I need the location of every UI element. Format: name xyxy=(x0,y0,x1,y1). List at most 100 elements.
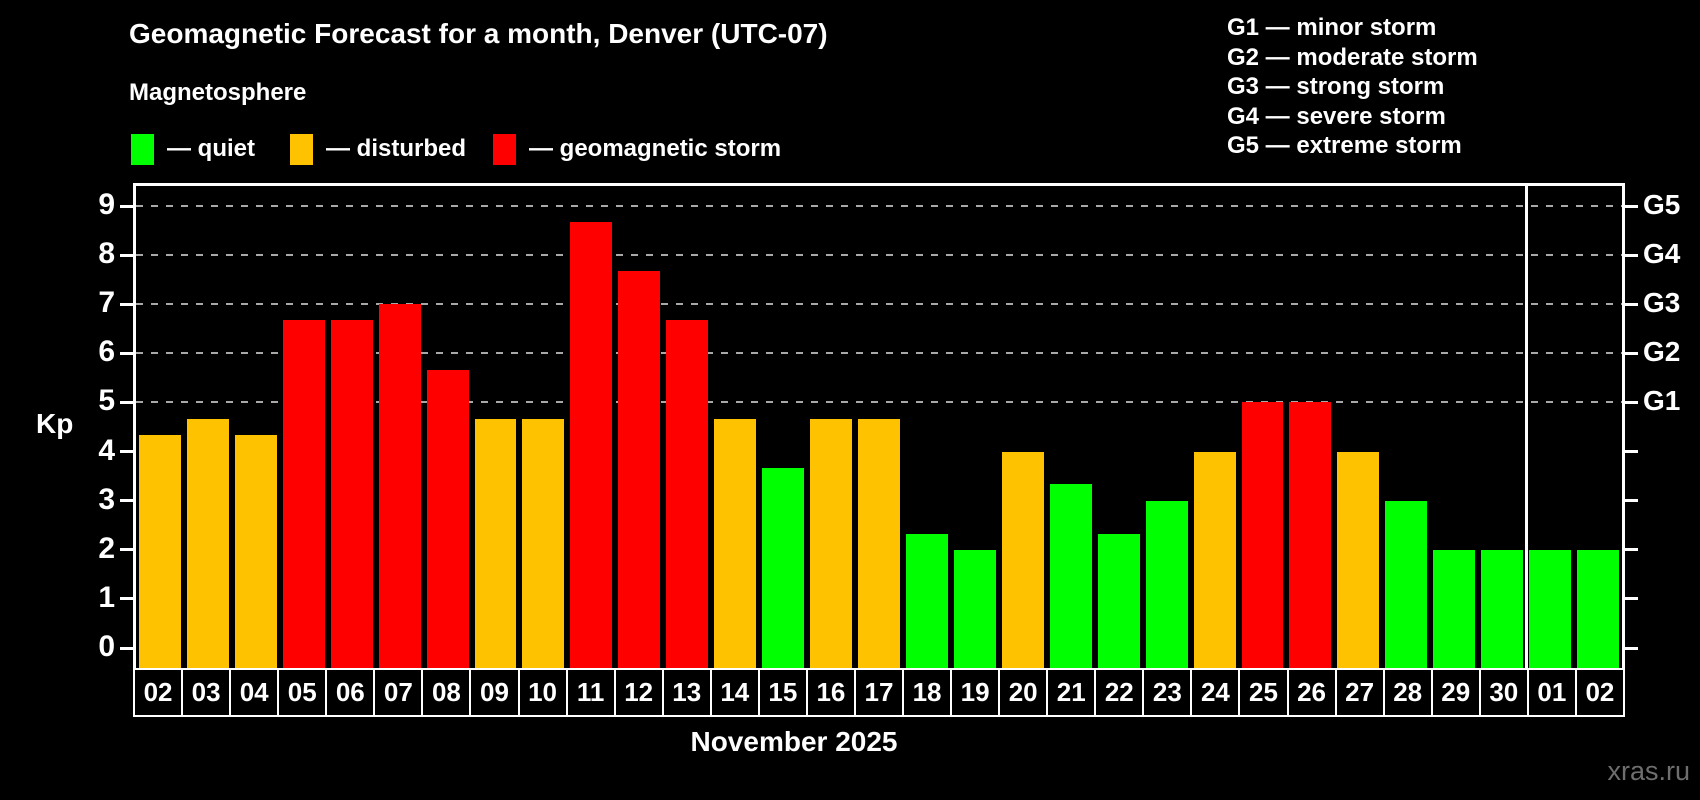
day-cell-04: 04 xyxy=(231,670,280,715)
y-tick-right-4 xyxy=(1625,450,1638,454)
y-label-6: 6 xyxy=(98,335,115,369)
bar-day-10 xyxy=(522,418,565,668)
bar-day-24 xyxy=(1193,451,1236,668)
bar-day-17 xyxy=(858,418,900,668)
storm-scale-legend: G1 — minor storm G2 — moderate storm G3 … xyxy=(1227,13,1478,161)
g-label-G3: G3 xyxy=(1643,287,1681,319)
y-tick-3 xyxy=(120,499,133,503)
day-cell-07: 07 xyxy=(375,670,424,715)
day-cell-26: 26 xyxy=(1289,670,1337,715)
y-tick-right-1 xyxy=(1625,597,1638,601)
bar-day-15 xyxy=(762,467,805,668)
y-label-3: 3 xyxy=(98,482,115,516)
y-tick-0 xyxy=(120,646,133,650)
bar-day-20 xyxy=(1001,451,1044,668)
day-cell-05: 05 xyxy=(279,670,328,715)
legend-item-storm: — geomagnetic storm xyxy=(493,132,781,166)
day-cell-14: 14 xyxy=(712,670,760,715)
day-cell-30: 30 xyxy=(1481,670,1529,715)
bar-day-09 xyxy=(474,418,517,668)
bar-day-14 xyxy=(714,418,757,668)
day-cell-11: 11 xyxy=(568,670,616,715)
gridline-kp7 xyxy=(136,303,1622,306)
bar-day-22 xyxy=(1097,533,1140,668)
bar-day-07 xyxy=(378,304,421,668)
disturbed-color-swatch xyxy=(290,133,313,165)
day-cell-29: 29 xyxy=(1433,670,1481,715)
y-tick-right-9 xyxy=(1625,204,1638,208)
y-label-7: 7 xyxy=(98,286,115,320)
g-label-G4: G4 xyxy=(1643,238,1681,270)
day-cell-17: 17 xyxy=(856,670,904,715)
page-title: Geomagnetic Forecast for a month, Denver… xyxy=(129,18,828,49)
day-cell-16: 16 xyxy=(808,670,856,715)
y-label-0: 0 xyxy=(98,630,115,663)
y-tick-right-0 xyxy=(1625,646,1638,650)
storm-color-swatch xyxy=(493,133,516,165)
bar-day-11 xyxy=(570,222,613,668)
bar-day-21 xyxy=(1049,484,1092,668)
bar-day-04 xyxy=(234,435,277,668)
storm-scale-g3: G3 — strong storm xyxy=(1227,73,1445,100)
y-tick-right-8 xyxy=(1625,253,1638,257)
y-tick-6 xyxy=(120,351,133,355)
bar-day-19 xyxy=(953,549,996,668)
legend-label-disturbed: — disturbed xyxy=(326,135,467,162)
bar-day-03 xyxy=(186,418,229,668)
y-label-1: 1 xyxy=(98,580,115,614)
y-label-9: 9 xyxy=(98,188,115,221)
y-axis-title: Kp xyxy=(36,408,74,439)
y-tick-8 xyxy=(120,253,133,257)
storm-scale-g4: G4 — severe storm xyxy=(1227,102,1446,130)
quiet-color-swatch xyxy=(131,133,154,165)
day-cell-20: 20 xyxy=(1000,670,1049,715)
day-cell-21: 21 xyxy=(1048,670,1097,715)
storm-scale-g1: G1 — minor storm xyxy=(1227,14,1437,41)
plot-area: 0 1 2 3 4 5 G1 6 G2 7 G3 8 G4 9 G5 xyxy=(98,183,1680,668)
day-cell-12: 12 xyxy=(616,670,664,715)
bar-day-02 xyxy=(139,435,181,668)
bar-day-13 xyxy=(666,320,709,668)
day-cell-08: 08 xyxy=(423,670,472,715)
x-axis-title: November 2025 xyxy=(690,726,898,757)
g-label-G1: G1 xyxy=(1643,385,1681,417)
y-tick-right-5 xyxy=(1625,400,1638,404)
subtitle-magnetosphere: Magnetosphere xyxy=(129,79,307,106)
bar-day-30 xyxy=(1481,549,1524,668)
legend-label-quiet: — quiet xyxy=(167,135,255,162)
day-cell-18: 18 xyxy=(904,670,953,715)
gridline-kp9 xyxy=(136,205,1622,207)
day-axis: 02 03 04 05 06 07 08 09 10 11 12 13 14 15 16 17 18 19 20 21… xyxy=(133,668,1625,717)
bar-day-29 xyxy=(1433,549,1476,668)
storm-scale-g2: G2 — moderate storm xyxy=(1227,43,1478,71)
gridline-kp8 xyxy=(136,254,1622,257)
day-cell-22: 22 xyxy=(1096,670,1145,715)
y-tick-1 xyxy=(120,597,133,601)
y-label-4: 4 xyxy=(98,433,115,467)
legend-item-quiet: — quiet xyxy=(131,132,255,166)
y-tick-2 xyxy=(120,548,133,552)
y-tick-7 xyxy=(120,302,133,306)
day-cell-06: 06 xyxy=(327,670,376,715)
y-tick-right-3 xyxy=(1625,499,1638,503)
bar-day-12 xyxy=(618,271,661,668)
legend-label-storm: — geomagnetic storm xyxy=(529,135,782,162)
legend-item-disturbed: — disturbed xyxy=(290,132,466,166)
bar-day-16 xyxy=(810,418,853,668)
day-cell-24: 24 xyxy=(1192,670,1241,715)
bar-day-02 xyxy=(1577,549,1619,668)
day-cell-25: 25 xyxy=(1240,670,1289,715)
gridline-kp5 xyxy=(136,401,1622,404)
bar-day-27 xyxy=(1337,451,1380,668)
day-cell-19: 19 xyxy=(952,670,1001,715)
g-label-G2: G2 xyxy=(1643,336,1681,368)
bar-day-23 xyxy=(1145,500,1188,668)
day-cell-28: 28 xyxy=(1385,670,1433,715)
y-tick-right-7 xyxy=(1625,302,1638,306)
y-label-2: 2 xyxy=(98,531,115,565)
bar-day-01 xyxy=(1529,549,1572,668)
watermark: xras.ru xyxy=(1607,756,1690,786)
bar-day-05 xyxy=(282,320,325,668)
storm-scale-g5: G5 — extreme storm xyxy=(1227,132,1462,159)
